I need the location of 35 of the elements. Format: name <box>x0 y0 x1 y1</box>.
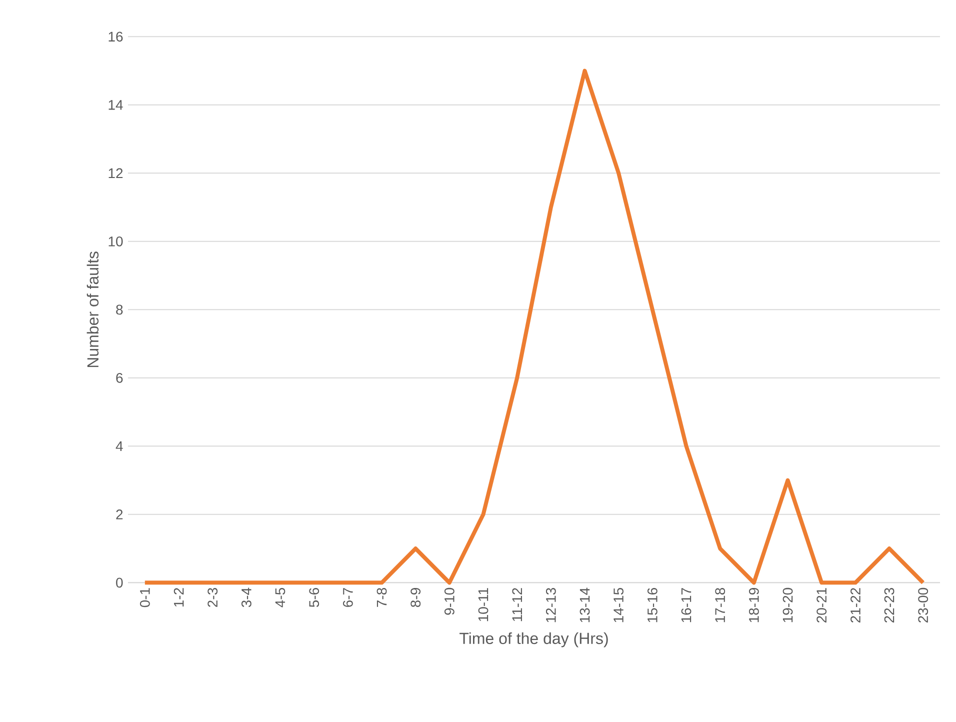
x-tick-label: 12-13 <box>546 588 556 622</box>
x-tick-label: 0-1 <box>140 588 150 608</box>
y-axis-title: Number of faults <box>86 252 99 368</box>
x-tick-label: 23-00 <box>918 588 928 622</box>
y-tick-label: 0 <box>116 578 123 588</box>
x-tick-label: 8-9 <box>410 588 421 608</box>
y-tick-label: 2 <box>116 510 123 520</box>
x-tick-label: 15-16 <box>647 588 658 622</box>
x-tick-label: 17-18 <box>715 588 726 622</box>
x-axis-title: Time of the day (Hrs) <box>460 632 608 648</box>
x-tick-label: 5-6 <box>309 588 320 608</box>
y-tick-label: 10 <box>108 236 123 246</box>
x-tick-label: 4-5 <box>275 588 286 608</box>
x-tick-label: 6-7 <box>342 588 353 607</box>
y-tick-label: 4 <box>116 441 123 451</box>
x-tick-label: 11-12 <box>512 588 522 622</box>
x-tick-label: 16-17 <box>681 588 692 622</box>
x-tick-label: 7-8 <box>376 588 387 607</box>
x-tick-label: 9-10 <box>444 588 454 615</box>
x-tick-label: 1-2 <box>174 588 184 607</box>
x-tick-label: 10-11 <box>478 588 488 622</box>
x-tick-label: 18-19 <box>748 588 759 622</box>
x-tick-label: 14-15 <box>614 588 624 622</box>
x-tick-label: 20-21 <box>816 588 827 622</box>
y-tick-label: 16 <box>108 32 123 42</box>
x-tick-label: 22-23 <box>884 588 894 622</box>
x-tick-label: 13-14 <box>580 588 590 622</box>
x-tick-label: 21-22 <box>850 588 860 622</box>
x-tick-label: 3-4 <box>241 588 252 608</box>
x-tick-label: 2-3 <box>208 588 218 607</box>
y-tick-label: 8 <box>116 304 123 315</box>
y-tick-label: 14 <box>108 100 123 110</box>
y-tick-label: 12 <box>108 168 123 178</box>
x-tick-label: 19-20 <box>782 588 793 622</box>
y-tick-label: 6 <box>116 372 123 383</box>
